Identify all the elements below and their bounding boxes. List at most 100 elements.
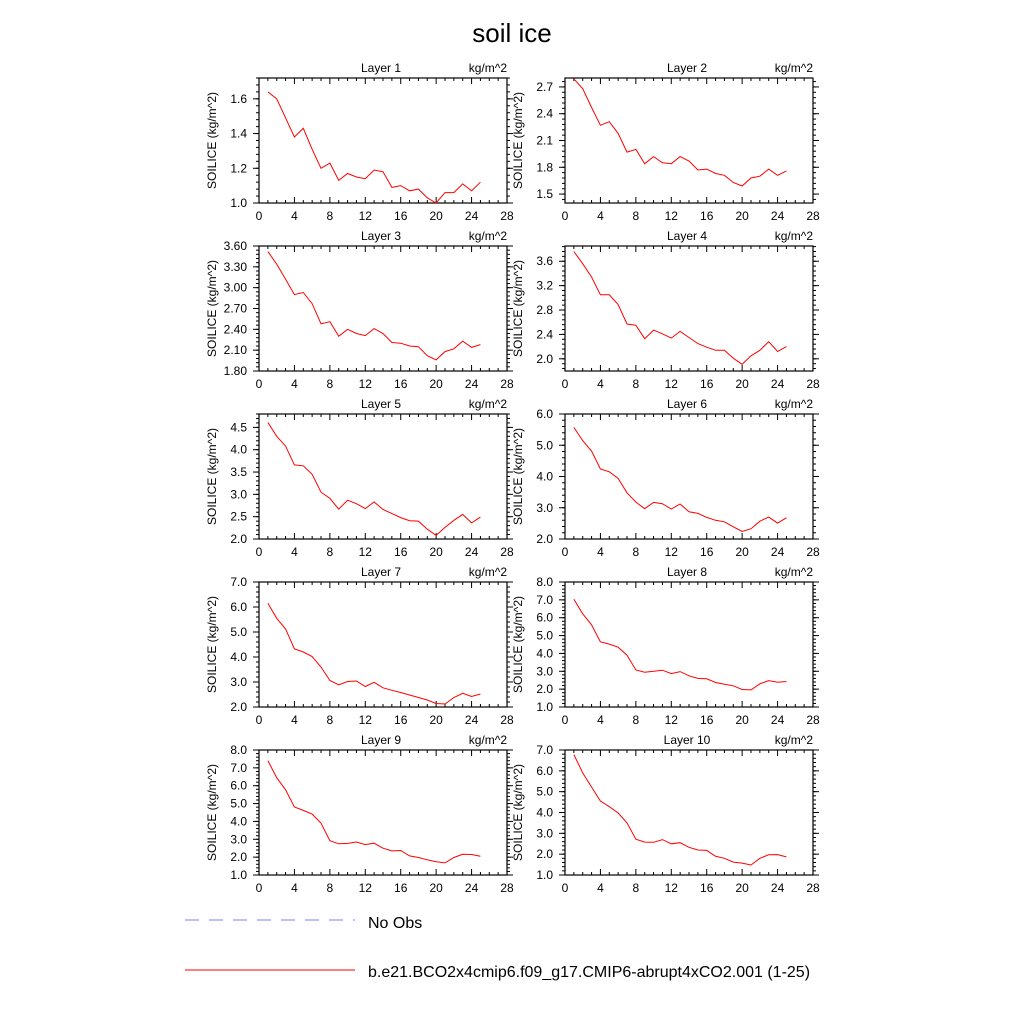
- panel-units: kg/m^2: [775, 565, 814, 579]
- plot-frame: [564, 749, 814, 876]
- chart-panel-layer-9: Layer 9 kg/m^2 0 4 8 12 16 20 24 28 1.0 2.0 3.0 4.0 5.…: [205, 733, 514, 895]
- y-tick-label: 3.0: [536, 826, 553, 840]
- panel-title: Layer 2: [667, 61, 707, 75]
- panel-units: kg/m^2: [775, 733, 814, 747]
- x-tick-label: 8: [327, 209, 334, 223]
- chart-panel-layer-1: Layer 1 kg/m^2 0 4 8 12 16 20 24 28 1.0 1.2 1.4 1.6 SO…: [205, 61, 514, 223]
- x-tick-label: 4: [291, 713, 298, 727]
- plot-frame: [564, 581, 814, 708]
- y-axis-label: SOILICE (kg/m^2): [511, 596, 525, 693]
- x-tick-label: 20: [429, 545, 443, 559]
- x-tick-label: 8: [327, 881, 334, 895]
- plot-frame: [258, 245, 508, 372]
- x-tick-label: 0: [562, 713, 569, 727]
- y-tick-label: 1.6: [230, 92, 247, 106]
- legend-label-no-obs: No Obs: [368, 915, 422, 932]
- panel-title: Layer 7: [361, 565, 401, 579]
- x-tick-label: 8: [327, 713, 334, 727]
- y-tick-label: 4.0: [536, 806, 553, 820]
- y-tick-label: 2.0: [536, 847, 553, 861]
- x-tick-label: 12: [359, 881, 373, 895]
- series-line: [267, 251, 481, 361]
- y-tick-label: 1.80: [224, 364, 248, 378]
- x-tick-label: 28: [806, 881, 820, 895]
- x-tick-label: 0: [256, 713, 263, 727]
- x-tick-label: 20: [429, 377, 443, 391]
- y-tick-label: 6.0: [230, 600, 247, 614]
- chart-panel-layer-10: Layer 10 kg/m^2 0 4 8 12 16 20 24 28 1.0 2.0 3.0 4.0 5…: [511, 733, 820, 895]
- series-line: [573, 251, 787, 365]
- x-tick-label: 24: [771, 545, 785, 559]
- panel-units: kg/m^2: [775, 397, 814, 411]
- x-tick-label: 8: [633, 545, 640, 559]
- chart-panel-layer-4: Layer 4 kg/m^2 0 4 8 12 16 20 24 28 2.0 2.4 2.8 3.2 3.…: [511, 229, 820, 391]
- x-tick-label: 28: [500, 713, 514, 727]
- plot-frame: [258, 413, 508, 540]
- panels: Layer 1 kg/m^2 0 4 8 12 16 20 24 28 1.0 1.2 1.4 1.6 SO…: [205, 61, 820, 895]
- x-tick-label: 0: [256, 545, 263, 559]
- x-tick-label: 4: [291, 377, 298, 391]
- y-tick-label: 3.0: [230, 675, 247, 689]
- x-tick-label: 24: [771, 377, 785, 391]
- x-tick-label: 0: [562, 209, 569, 223]
- panel-title: Layer 5: [361, 397, 401, 411]
- y-tick-label: 2.0: [230, 700, 247, 714]
- figure-title: soil ice: [472, 18, 551, 48]
- panel-title: Layer 1: [361, 61, 401, 75]
- y-tick-label: 4.5: [230, 420, 247, 434]
- x-tick-label: 8: [327, 545, 334, 559]
- x-tick-label: 16: [394, 881, 408, 895]
- x-tick-label: 4: [597, 209, 604, 223]
- y-tick-label: 7.0: [230, 575, 247, 589]
- x-tick-label: 24: [465, 713, 479, 727]
- series-line: [573, 754, 787, 866]
- y-tick-label: 6.0: [230, 779, 247, 793]
- y-axis-label: SOILICE (kg/m^2): [511, 260, 525, 357]
- y-tick-label: 2.8: [536, 303, 553, 317]
- x-tick-label: 20: [735, 713, 749, 727]
- x-tick-label: 28: [806, 545, 820, 559]
- chart-panel-layer-2: Layer 2 kg/m^2 0 4 8 12 16 20 24 28 1.5 1.8 2.1 2.4 2.…: [511, 61, 820, 223]
- chart-panel-layer-5: Layer 5 kg/m^2 0 4 8 12 16 20 24 28 2.0 2.5 3.0 3.5 4.…: [205, 397, 514, 559]
- y-tick-label: 1.8: [536, 160, 553, 174]
- y-tick-label: 2.0: [230, 850, 247, 864]
- x-tick-label: 16: [394, 545, 408, 559]
- chart-panel-layer-8: Layer 8 kg/m^2 0 4 8 12 16 20 24 28 1.0 2.0 3.0 4.0 5.…: [511, 565, 820, 727]
- panel-title: Layer 6: [667, 397, 707, 411]
- x-tick-label: 24: [465, 881, 479, 895]
- x-tick-label: 12: [665, 377, 679, 391]
- x-tick-label: 8: [633, 713, 640, 727]
- x-tick-label: 4: [597, 881, 604, 895]
- y-tick-label: 3.2: [536, 279, 553, 293]
- y-tick-label: 2.0: [230, 532, 247, 546]
- x-tick-label: 12: [359, 545, 373, 559]
- plot-frame: [564, 413, 814, 540]
- x-tick-label: 16: [700, 545, 714, 559]
- series-line: [267, 422, 481, 537]
- x-tick-label: 16: [700, 881, 714, 895]
- series-line: [267, 603, 481, 705]
- y-tick-label: 1.0: [230, 868, 247, 882]
- x-tick-label: 28: [806, 209, 820, 223]
- y-tick-label: 2.40: [224, 322, 248, 336]
- y-tick-label: 3.0: [536, 664, 553, 678]
- y-tick-label: 1.0: [230, 196, 247, 210]
- legend-label-model-run: b.e21.BCO2x4cmip6.f09_g17.CMIP6-abrupt4x…: [368, 964, 810, 981]
- y-tick-label: 1.4: [230, 127, 247, 141]
- x-tick-label: 4: [597, 545, 604, 559]
- panel-units: kg/m^2: [469, 565, 508, 579]
- panel-units: kg/m^2: [469, 397, 508, 411]
- series-line: [573, 78, 787, 187]
- panel-title: Layer 10: [664, 733, 711, 747]
- y-tick-label: 3.00: [224, 281, 248, 295]
- y-tick-label: 8.0: [536, 575, 553, 589]
- x-tick-label: 28: [806, 713, 820, 727]
- y-tick-label: 2.0: [536, 352, 553, 366]
- y-tick-label: 4.0: [536, 646, 553, 660]
- plot-frame: [258, 77, 508, 204]
- y-tick-label: 2.0: [536, 682, 553, 696]
- y-tick-label: 3.60: [224, 239, 248, 253]
- y-axis-label: SOILICE (kg/m^2): [511, 92, 525, 189]
- y-tick-label: 6.0: [536, 407, 553, 421]
